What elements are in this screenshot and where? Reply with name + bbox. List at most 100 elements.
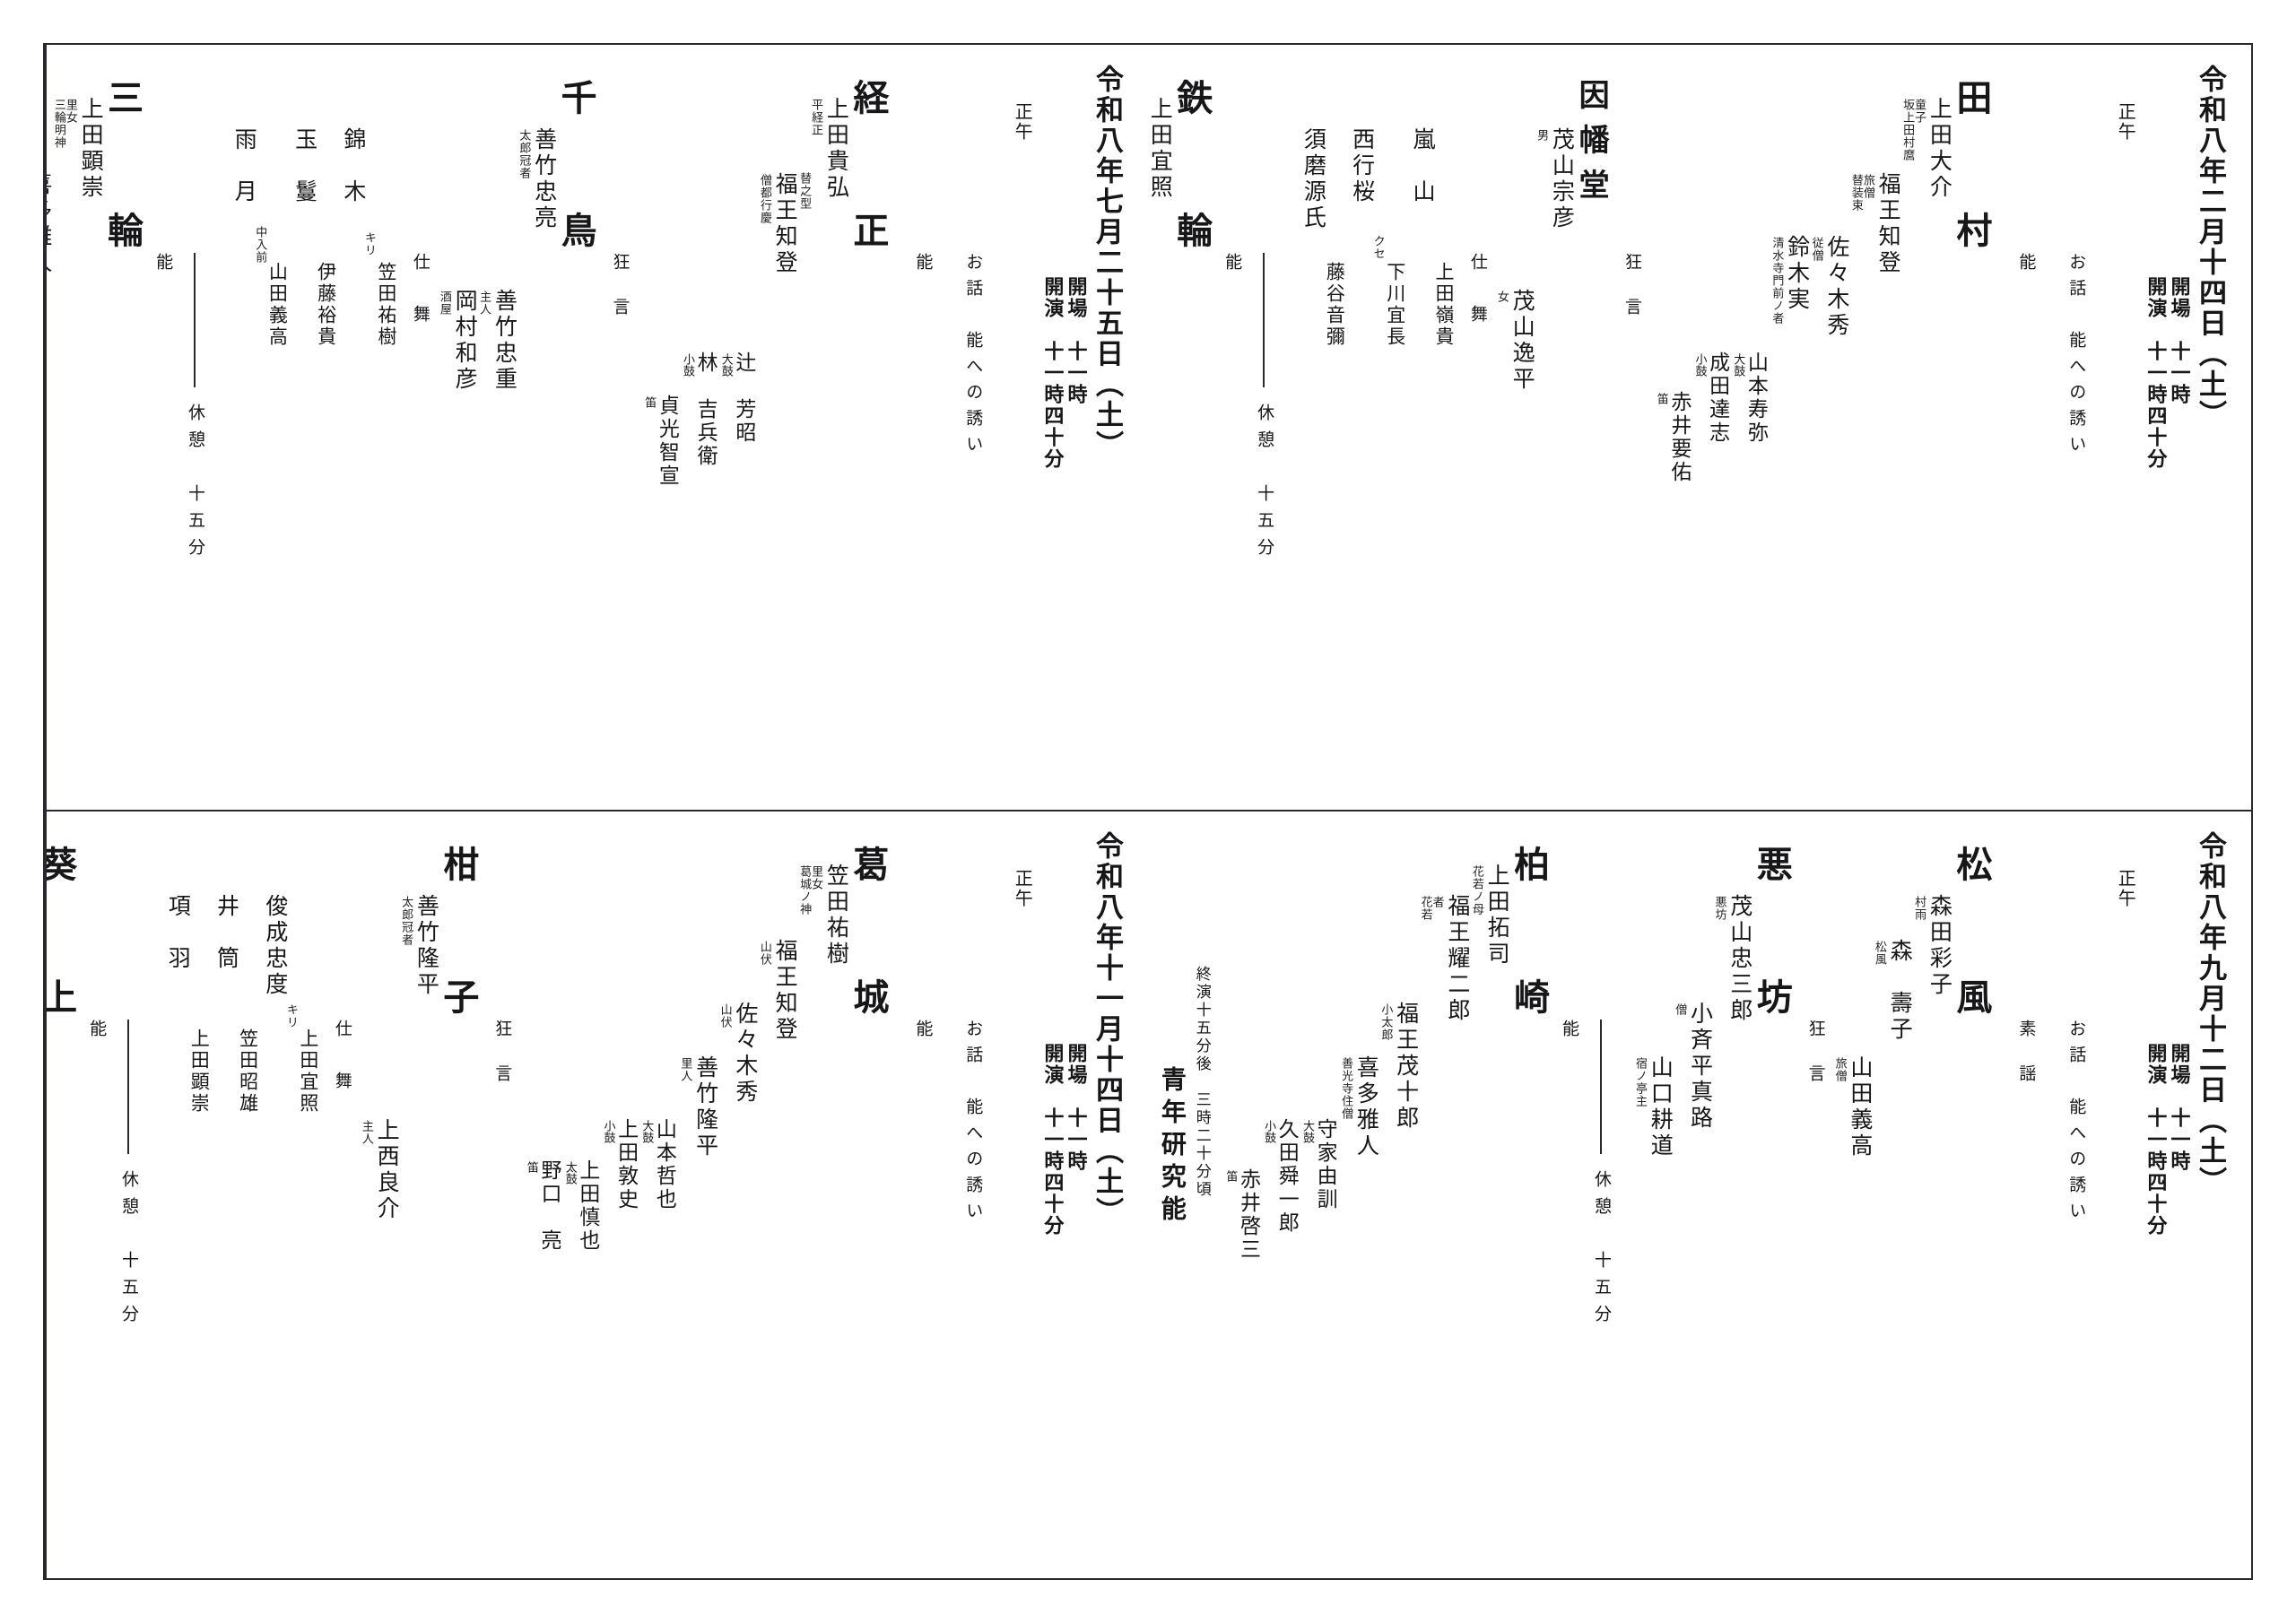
cast-list: 太郎冠者 善竹忠亮 主人 善竹忠重 酒屋 岡村和彦 — [436, 65, 556, 393]
shimai-title: 須磨源氏 — [1300, 127, 1326, 231]
musician-name: 赤井要佑 — [1667, 391, 1691, 484]
cast-name: 山口耕道 — [1648, 1055, 1673, 1159]
genre-label-noh2: 能 — [153, 253, 173, 275]
shimai-entry: 項 羽上田顕崇 — [164, 894, 210, 1115]
hayashi-entry: 大鼓辻 芳昭 — [720, 352, 755, 445]
start-time: 開演 十一時四十分 — [2144, 276, 2168, 470]
cast-entry: 女茂山逸平 — [1496, 289, 1534, 393]
hayashi-entry: 大鼓 山本寿弥 — [1732, 352, 1768, 445]
cast-entry: 従僧 佐々木秀 — [1810, 235, 1848, 339]
open-time: 開場 十一時 — [2168, 1043, 2191, 1172]
cast-role: 替装束 — [1849, 174, 1864, 212]
cast-list: 花若ノ母 上田拓司 花若者福王耀二郎 小太郎 福王茂十郎 善光寺住僧 喜多雅人 — [1337, 831, 1509, 1159]
genre-label-noh2: 能 — [1222, 253, 1242, 275]
genre-label-noh: 能 — [913, 1020, 933, 1042]
musician-name: 上田敦史 — [614, 1118, 638, 1211]
end-time-note: 終演十五分後 三時二十分頃 — [1193, 966, 1211, 1199]
cast-role: 山伏 — [718, 1003, 733, 1028]
cast-name: 福王茂十郎 — [1393, 1002, 1418, 1132]
shimai-title: 玉 鬘 — [291, 127, 317, 205]
hayashi-list: 大鼓辻 芳昭 小鼓林 吉兵衛 笛貞光智宣 — [639, 352, 755, 488]
piece-title: 松 風 — [1951, 846, 1992, 1045]
cast-role: 従僧 — [1810, 237, 1824, 262]
cast-role: 旅僧 — [1861, 174, 1875, 199]
program-item-kashiwazaki: 柏 崎 花若ノ母 上田拓司 花若者福王耀二郎 小太郎 福王茂十郎 善光寺住僧 喜多雅人… — [1215, 831, 1550, 1262]
cast-name: 善竹忠重 — [491, 289, 517, 393]
panel-september: 令和八年九月十二日（土） 開場 十一時 開演 十一時四十分 正午 お話 能への誘… — [1148, 812, 2251, 1578]
panel-header-september: 令和八年九月十二日（土） 開場 十一時 開演 十一時四十分 — [2134, 831, 2226, 1237]
shimai-performer: 藤谷音彌 — [1324, 262, 1346, 348]
program-item-matsukaze: 松 風 村雨 森田彩子 松風森 壽子 旅僧 山田義高 — [1830, 831, 1992, 1159]
event-times: 開場 十一時 開演 十一時四十分 — [1039, 276, 1087, 470]
genre-label-kyogen: 狂 言 — [1805, 1020, 1825, 1087]
intermission: 休憩 十五分 — [1591, 1020, 1611, 1332]
cast-name: 善竹隆平 — [692, 1055, 718, 1159]
intermission-rule — [194, 253, 196, 387]
cast-entry: 善光寺住僧 喜多雅人 — [1340, 1055, 1378, 1159]
intermission-label: 休憩 十五分 — [119, 1170, 138, 1332]
musician-name: 野口 亮 — [538, 1159, 561, 1253]
piece-title: 田 村 — [1951, 79, 1992, 278]
intermission: 休憩 十五分 — [119, 1020, 138, 1332]
cast-name: 笠田祐樹 — [823, 864, 848, 968]
cast-entry: 替之型 平経正 上田貴弘 — [798, 97, 848, 210]
shimai-title: 嵐 山 — [1409, 127, 1434, 205]
cast-entry: 花若者福王耀二郎 — [1420, 894, 1469, 1024]
cast-entry: 女ノ生霊女上田宜照 — [1148, 97, 1171, 201]
cast-list: 替之型 平経正 上田貴弘 僧都行慶 福王知登 — [756, 65, 848, 276]
cast-entry: 太郎冠者 善竹隆平 — [400, 894, 439, 998]
cast-name: 福王知登 — [772, 939, 797, 1043]
intermission-label: 休憩 十五分 — [186, 404, 205, 565]
cast-role: 松風 — [1873, 941, 1887, 966]
musician-name: 成田達志 — [1706, 352, 1729, 445]
cast-name: 喜多雅人 — [1353, 1055, 1378, 1159]
musician-name: 山本寿弥 — [1744, 352, 1768, 445]
cast-entry: 松風森 壽子 — [1873, 939, 1911, 1043]
cast-name: 岡村和彦 — [452, 289, 477, 393]
instrument-label: 小鼓 — [1693, 353, 1708, 377]
shimai-entry: 錦 木キリ 笠田祐樹 — [340, 127, 397, 348]
cast-name: 善竹隆平 — [413, 894, 439, 998]
cast-entry: 酒屋 岡村和彦 — [438, 289, 477, 393]
hayashi-list: 大鼓 山本寿弥 小鼓 成田達志 笛赤井要佑 — [1651, 352, 1768, 484]
program-item-chidori: 千 鳥 太郎冠者 善竹忠亮 主人 善竹忠重 酒屋 岡村和彦 — [434, 65, 596, 393]
piece-title: 柏 崎 — [1509, 846, 1550, 1045]
hayashi-entry: 小鼓 上田敦史 — [602, 1118, 638, 1211]
hayashi-entry: 大鼓 守家由訓 — [1301, 1118, 1337, 1211]
event-date: 令和八年二月十四日（土） — [2195, 65, 2226, 430]
intro-labels: 正午 お話 能への誘い — [2043, 831, 2135, 1228]
cast-name: 上田顕崇 — [78, 97, 103, 201]
panel-november: 令和八年十一月十四日（土） 開場 十一時 開演 十一時四十分 正午 お話 能への… — [45, 812, 1148, 1578]
event-times: 開場 十一時 開演 十一時四十分 — [2143, 1043, 2191, 1237]
cast-role: 山伏 — [758, 941, 772, 966]
event-date: 令和八年七月二十五日（土） — [1091, 65, 1123, 461]
panel-header-november: 令和八年十一月十四日（土） 開場 十一時 開演 十一時四十分 — [1031, 831, 1123, 1237]
cast-role: 酒屋 — [438, 291, 452, 316]
intermission: 休憩 十五分 — [1255, 253, 1274, 565]
intro-labels: 正午 お話 能への誘い — [2043, 65, 2135, 461]
cast-role: 太郎冠者 — [400, 896, 414, 946]
cast-entry: 三輪明神 里女 上田顕崇 — [53, 97, 103, 201]
cast-role: 僧都行慶 — [758, 174, 772, 224]
intro-labels: 正午 お話 能への誘い — [940, 831, 1031, 1228]
intermission-label: 休憩 十五分 — [1591, 1170, 1611, 1332]
cast-entry: 主人 上西良介 — [361, 1118, 398, 1222]
cast-name: 茂山忠三郎 — [1726, 894, 1752, 1024]
hayashi-entry: 笛野口 亮 — [526, 1159, 561, 1253]
event-times: 開場 十一時 開演 十一時四十分 — [2143, 276, 2190, 470]
intermission-rule — [1600, 1020, 1602, 1154]
shimai-title: 井 筒 — [213, 894, 239, 972]
shimai-performer: 上田宜照 — [297, 1028, 319, 1115]
open-time: 開場 十一時 — [1065, 1043, 1088, 1172]
panel-header-july: 令和八年七月二十五日（土） 開場 十一時 開演 十一時四十分 — [1031, 65, 1123, 470]
cast-list: 悪坊 茂山忠三郎 僧小斉平真路 宿ノ亭主 山口耕道 — [1631, 831, 1752, 1159]
hayashi-entry: 笛赤井要佑 — [1656, 391, 1691, 484]
cast-entry: 花若ノ母 上田拓司 — [1471, 864, 1509, 968]
cast-role: 里女 — [64, 99, 78, 124]
musician-name: 守家由訓 — [1314, 1118, 1337, 1211]
intermission-label: 休憩 十五分 — [1255, 404, 1274, 565]
cast-name: 鈴木実 — [1784, 235, 1809, 313]
program-item-shimai: 俊成忠度 キリ 上田宜照 井 筒笠田昭雄 項 羽上田顕崇 — [161, 831, 319, 1115]
genre-label-shimai: 仕 舞 — [1467, 253, 1487, 331]
special-note-title: 青年研究能 — [1157, 1066, 1186, 1228]
